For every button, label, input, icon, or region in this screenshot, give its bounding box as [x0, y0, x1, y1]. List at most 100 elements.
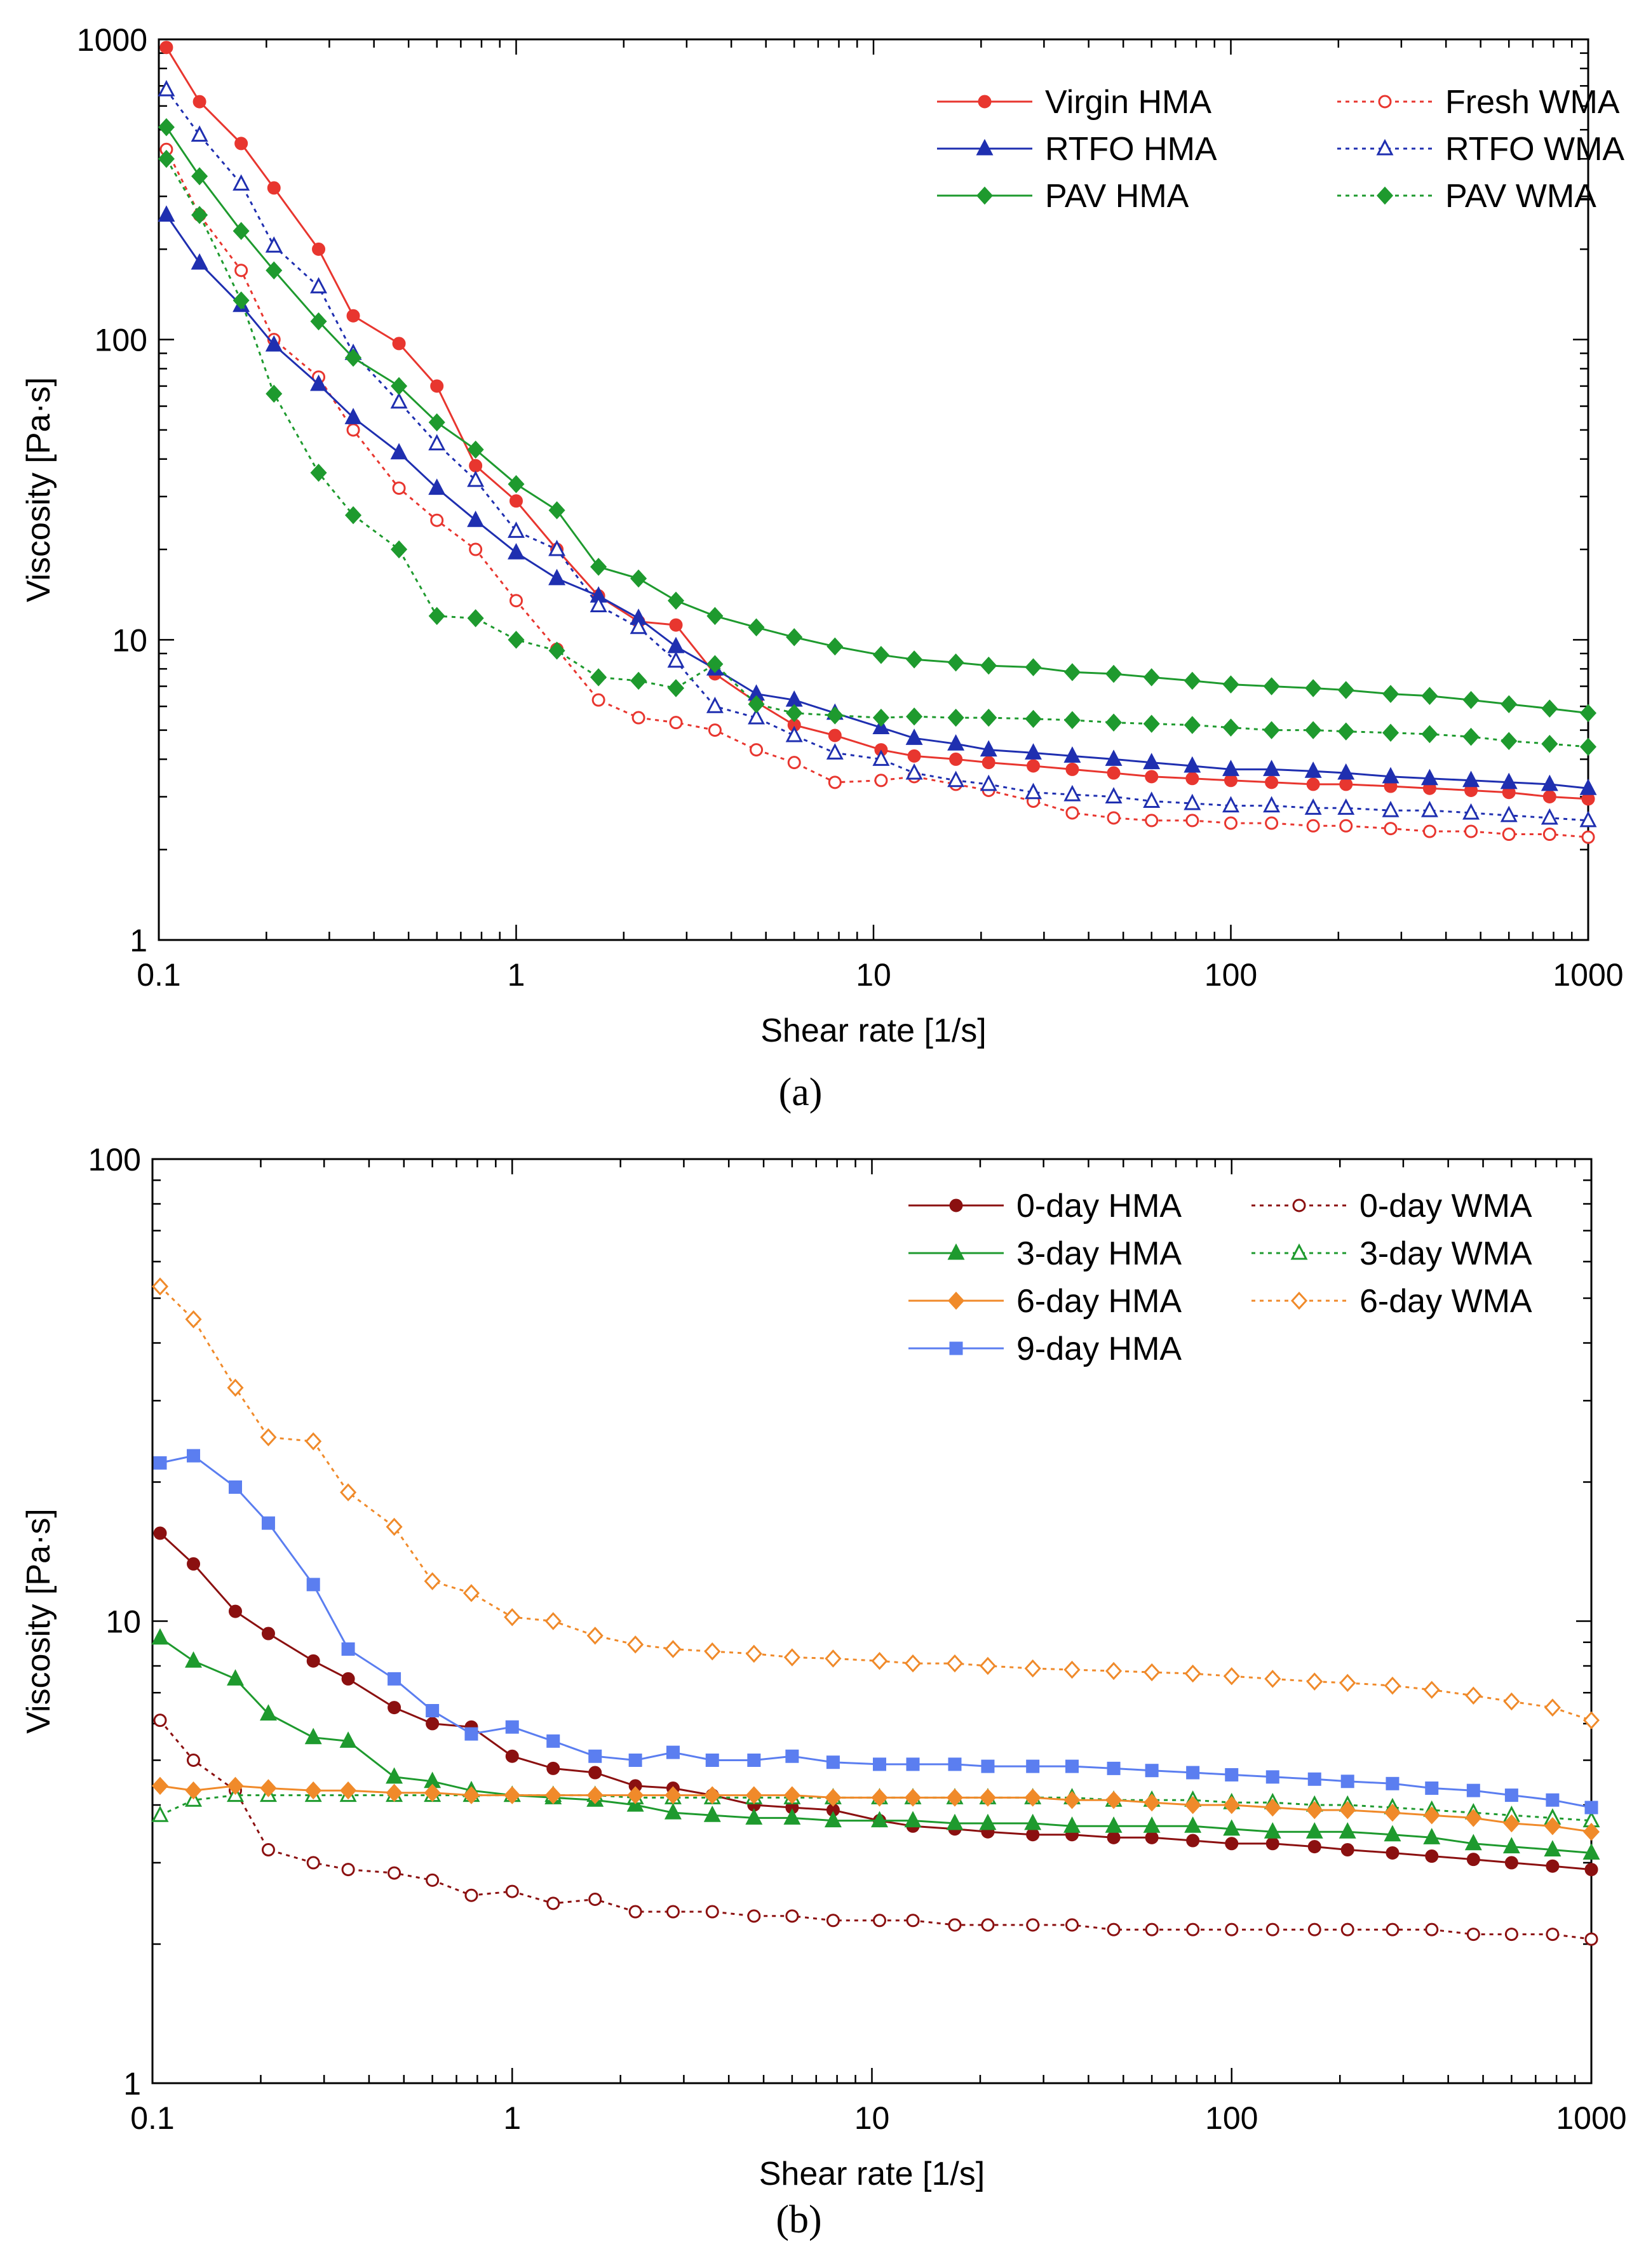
- data-point: [1025, 743, 1042, 760]
- data-point: [783, 1648, 800, 1667]
- data-point: [228, 1480, 242, 1494]
- data-point: [1425, 1922, 1439, 1936]
- data-point: [428, 607, 445, 626]
- data-point: [1339, 1801, 1356, 1820]
- legend-marker: [976, 138, 994, 156]
- data-point: [1546, 1793, 1560, 1807]
- data-point: [1421, 687, 1438, 705]
- legend-entry-virgin-hma: Virgin HMA: [937, 84, 1211, 121]
- data-point: [426, 1704, 440, 1718]
- data-point: [261, 1843, 275, 1857]
- data-point: [706, 607, 724, 626]
- data-point: [979, 1813, 997, 1830]
- data-point: [906, 1914, 920, 1928]
- series-line: [165, 126, 1589, 715]
- data-point: [340, 1781, 357, 1800]
- data-point: [192, 95, 206, 109]
- series-0-day-wma: [153, 1714, 1598, 1946]
- data-point: [469, 542, 483, 556]
- data-point: [1465, 1809, 1482, 1827]
- legend-label: RTFO HMA: [1045, 131, 1217, 168]
- data-point: [260, 1428, 277, 1447]
- data-point: [386, 1783, 403, 1802]
- data-point: [1423, 1681, 1440, 1699]
- data-point: [1504, 1856, 1518, 1870]
- data-point: [1224, 816, 1238, 830]
- data-point: [392, 481, 406, 495]
- legend-label: Virgin HMA: [1045, 84, 1211, 121]
- y-tick-label: 10: [105, 1604, 141, 1640]
- data-point: [1107, 1761, 1121, 1775]
- data-point: [872, 1914, 886, 1928]
- data-point: [544, 1786, 562, 1804]
- data-point: [1223, 1667, 1240, 1686]
- data-point: [1143, 791, 1161, 808]
- data-point: [1304, 761, 1322, 778]
- data-point: [980, 708, 997, 727]
- data-point: [1462, 803, 1480, 820]
- data-point: [1581, 830, 1595, 844]
- legend-entry-fresh-wma: Fresh WMA: [1337, 84, 1620, 121]
- data-point: [339, 1731, 357, 1748]
- data-point: [1107, 766, 1121, 780]
- data-point: [1307, 1922, 1321, 1936]
- data-point: [906, 1757, 920, 1771]
- legend: Virgin HMA RTFO HMA PAV HMA Fresh WMA RTFO W…: [937, 84, 1624, 215]
- data-point: [904, 1788, 922, 1807]
- y-tick-label: 100: [88, 1142, 141, 1178]
- data-point: [905, 728, 923, 745]
- data-point: [947, 708, 964, 727]
- data-point: [1225, 1837, 1239, 1851]
- data-point: [630, 617, 647, 634]
- legend-label: Fresh WMA: [1445, 84, 1620, 121]
- data-point: [386, 1767, 403, 1784]
- series-line: [165, 46, 1589, 800]
- data-point: [590, 596, 607, 612]
- data-point: [871, 1788, 888, 1807]
- data-point: [1105, 1816, 1123, 1833]
- data-point: [151, 1776, 169, 1795]
- data-point: [906, 707, 923, 726]
- data-point: [1422, 824, 1436, 838]
- data-point: [1185, 814, 1199, 828]
- data-point: [1306, 777, 1320, 791]
- data-point: [265, 236, 283, 253]
- data-point: [341, 1642, 355, 1656]
- data-point: [151, 1805, 169, 1822]
- series-rtfo-hma: [158, 205, 1597, 795]
- data-point: [462, 1584, 480, 1602]
- data-point: [826, 637, 844, 656]
- data-point: [509, 594, 523, 608]
- legend-marker: [1378, 95, 1392, 109]
- data-point: [505, 1720, 519, 1734]
- data-point: [304, 1728, 322, 1745]
- panel-label-a: (a): [779, 1071, 823, 1114]
- data-point: [628, 1753, 642, 1767]
- data-point: [1466, 1928, 1480, 1942]
- series-virgin-hma: [159, 41, 1595, 806]
- data-point: [1063, 784, 1081, 802]
- data-point: [981, 1918, 995, 1932]
- data-point: [586, 1786, 604, 1804]
- data-point: [1105, 664, 1123, 683]
- data-point: [1579, 737, 1597, 756]
- data-point: [464, 1888, 478, 1902]
- data-point: [504, 1608, 521, 1627]
- legend-label: PAV WMA: [1445, 178, 1596, 215]
- data-point: [588, 1892, 602, 1906]
- data-point: [1107, 811, 1121, 825]
- data-point: [1105, 749, 1123, 766]
- data-point: [310, 277, 328, 293]
- data-point: [1340, 1775, 1354, 1788]
- legend-entry-9-day-hma: 9-day HMA: [908, 1331, 1182, 1367]
- data-point: [1186, 1766, 1200, 1780]
- data-point: [1184, 671, 1201, 690]
- legend-entry-0-day-hma: 0-day HMA: [908, 1188, 1182, 1225]
- data-point: [1305, 679, 1322, 697]
- series-line: [159, 1454, 1592, 1809]
- data-point: [464, 1727, 478, 1741]
- data-point: [1186, 1922, 1200, 1936]
- data-point: [708, 723, 722, 737]
- series-9-day-hma: [153, 1449, 1598, 1815]
- y-tick-label: 1: [130, 923, 147, 958]
